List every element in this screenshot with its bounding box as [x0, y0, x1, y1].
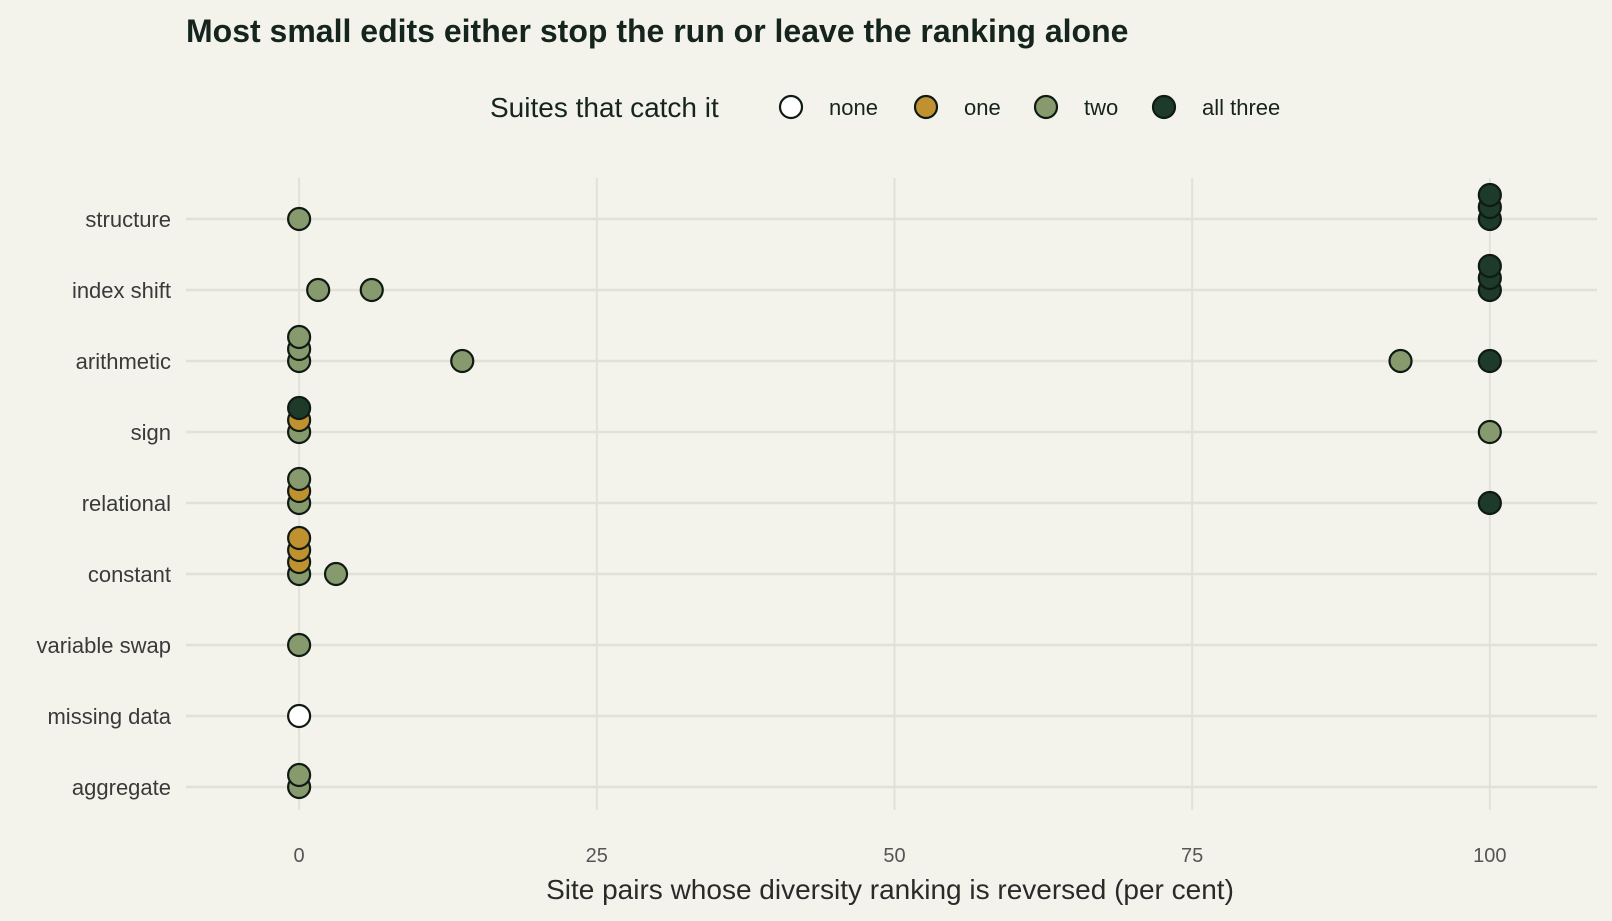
data-point-arithmetic-14: [1477, 348, 1502, 374]
legend-label-all: all three: [1202, 95, 1280, 120]
data-point-sign-18: [1477, 419, 1502, 445]
x-axis-title: Site pairs whose diversity ranking is re…: [546, 874, 1234, 905]
category-label-constant: constant: [88, 562, 171, 587]
data-point-missing-data-29: [287, 703, 312, 729]
x-tick-label-100: 100: [1473, 845, 1506, 867]
legend-marker-all: [1151, 94, 1177, 120]
x-tick-label-25: 25: [586, 845, 608, 867]
data-point-structure-3: [1477, 182, 1502, 208]
x-tick-label-75: 75: [1181, 845, 1203, 867]
category-label-variable-swap: variable swap: [36, 633, 171, 658]
data-point-constant-27: [323, 561, 349, 587]
data-point-sign-17: [287, 395, 312, 421]
legend-title: Suites that catch it: [490, 92, 719, 123]
category-label-relational: relational: [82, 491, 171, 516]
x-tick-labels: 0 25 50 75 100: [294, 845, 1507, 867]
x-tick-label-0: 0: [294, 845, 305, 867]
data-point-arithmetic-12: [450, 348, 475, 374]
data-point-index-shift-5: [359, 277, 384, 303]
data-point-arithmetic-11: [287, 324, 312, 350]
category-label-missing-data: missing data: [47, 704, 171, 729]
category-label-aggregate: aggregate: [72, 775, 171, 800]
data-point-aggregate-31: [287, 762, 312, 788]
data-point-relational-22: [1477, 490, 1502, 516]
data-point-index-shift-4: [306, 277, 331, 303]
legend-label-two: two: [1084, 95, 1118, 120]
legend-label-none: none: [829, 95, 878, 120]
legend-label-one: one: [964, 95, 1001, 120]
data-point-constant-26: [287, 525, 312, 551]
x-tick-label-50: 50: [883, 845, 905, 867]
data-point-structure-0: [287, 206, 312, 232]
data-points: [287, 182, 1502, 800]
chart-title: Most small edits either stop the run or …: [186, 13, 1128, 49]
legend: Suites that catch it none one two all three: [490, 92, 1280, 123]
category-label-index-shift: index shift: [72, 278, 171, 303]
data-point-relational-21: [287, 466, 312, 492]
data-point-index-shift-8: [1477, 253, 1502, 279]
legend-marker-none: [778, 94, 804, 120]
category-label-arithmetic: arithmetic: [76, 349, 171, 374]
legend-marker-one: [913, 94, 939, 120]
data-point-arithmetic-13: [1388, 348, 1413, 374]
category-label-sign: sign: [131, 420, 171, 445]
data-point-variable-swap-28: [287, 632, 312, 658]
legend-marker-two: [1033, 94, 1059, 120]
grid: [186, 178, 1597, 810]
category-label-structure: structure: [85, 207, 171, 232]
category-labels: structure index shift arithmetic sign relati…: [36, 207, 171, 800]
